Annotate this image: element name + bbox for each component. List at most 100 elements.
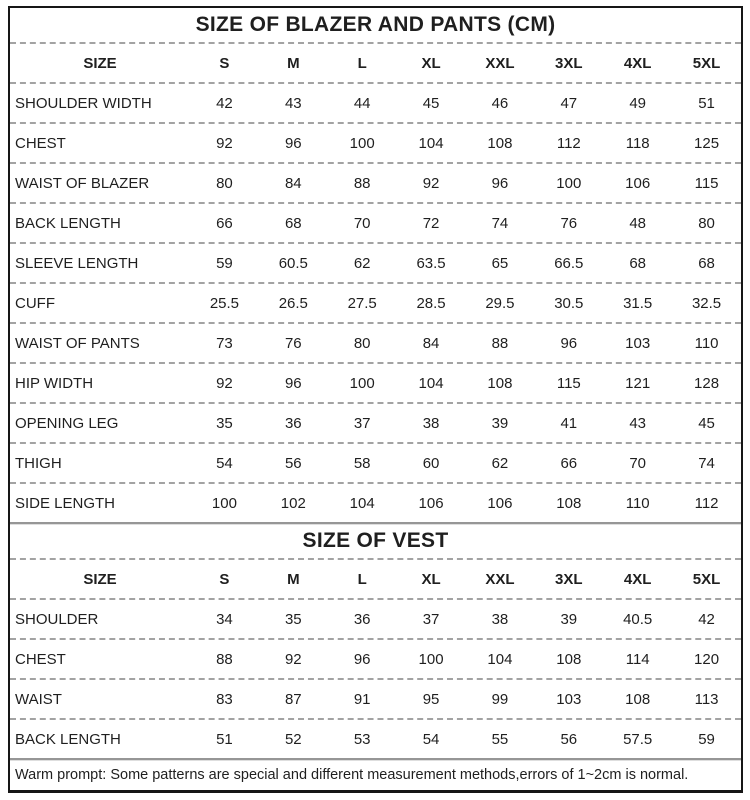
cell-m: 92: [284, 650, 302, 668]
cell-l: 91: [353, 690, 371, 708]
cell-l: 100: [349, 134, 375, 152]
cell-m: 102: [280, 494, 306, 512]
cell-xl: 100: [418, 650, 444, 668]
blazer-pants-title: SIZE OF BLAZER AND PANTS (CM): [10, 8, 741, 44]
cell-xl: 63.5: [416, 254, 446, 272]
cell-4xl: 57.5: [623, 730, 653, 748]
row-label: SLEEVE LENGTH: [15, 254, 139, 272]
cell-4xl: 31.5: [623, 294, 653, 312]
cell-m: 87: [284, 690, 302, 708]
header-cell: L: [357, 570, 367, 588]
cell-l: 100: [349, 374, 375, 392]
cell-3xl: 100: [556, 174, 582, 192]
row-label: HIP WIDTH: [15, 374, 94, 392]
table-row: SHOULDER WIDTH 42 43 44 45 46 47 49 51: [10, 84, 741, 124]
cell-5xl: 42: [698, 610, 715, 628]
cell-xxl: 65: [491, 254, 509, 272]
cell-l: 96: [353, 650, 371, 668]
cell-xxl: 46: [491, 94, 509, 112]
row-label: WAIST: [15, 690, 62, 708]
header-cell: 5XL: [692, 54, 721, 72]
cell-4xl: 48: [629, 214, 647, 232]
cell-s: 42: [216, 94, 233, 112]
cell-xl: 37: [422, 610, 440, 628]
vest-table: SIZE OF VEST SIZE S M L XL XXL 3XL 4XL 5XL SHOUL…: [10, 524, 741, 758]
header-cell: 3XL: [555, 54, 583, 72]
cell-xxl: 29.5: [485, 294, 515, 312]
table-row: WAIST OF BLAZER 80 84 88 92 96 100 106 1…: [10, 164, 741, 204]
header-cell: 5XL: [692, 570, 721, 588]
table-row: CHEST 88 92 96 100 104 108 114 120: [10, 640, 741, 680]
size-chart-sheet: SIZE OF BLAZER AND PANTS (CM) SIZE S M L XL X…: [8, 6, 743, 793]
cell-m: 56: [284, 454, 302, 472]
cell-xl: 106: [418, 494, 444, 512]
cell-m: 60.5: [278, 254, 308, 272]
cell-xxl: 88: [491, 334, 509, 352]
cell-m: 68: [284, 214, 302, 232]
cell-xl: 54: [422, 730, 440, 748]
cell-3xl: 41: [560, 414, 578, 432]
cell-s: 51: [216, 730, 233, 748]
table-row: WAIST 83 87 91 95 99 103 108 113: [10, 680, 741, 720]
header-cell: XL: [421, 54, 441, 72]
vest-title: SIZE OF VEST: [10, 524, 741, 560]
header-cell: XXL: [485, 54, 515, 72]
cell-xl: 28.5: [416, 294, 446, 312]
blazer-pants-body: SHOULDER WIDTH 42 43 44 45 46 47 49 51 C…: [10, 84, 741, 522]
cell-s: 92: [216, 134, 233, 152]
cell-xxl: 74: [491, 214, 509, 232]
table-row: SHOULDER 34 35 36 37 38 39 40.5 42: [10, 600, 741, 640]
table-row: SLEEVE LENGTH 59 60.5 62 63.5 65 66.5 68…: [10, 244, 741, 284]
cell-5xl: 68: [698, 254, 715, 272]
cell-s: 88: [216, 650, 233, 668]
table-row: THIGH 54 56 58 60 62 66 70 74: [10, 444, 741, 484]
header-cell: XXL: [485, 570, 515, 588]
cell-5xl: 110: [694, 334, 719, 352]
cell-5xl: 45: [698, 414, 715, 432]
cell-3xl: 47: [560, 94, 578, 112]
row-label: WAIST OF BLAZER: [15, 174, 150, 192]
cell-5xl: 51: [698, 94, 715, 112]
table-row: CHEST 92 96 100 104 108 112 118 125: [10, 124, 741, 164]
cell-3xl: 103: [556, 690, 582, 708]
cell-xxl: 99: [491, 690, 509, 708]
row-label: CUFF: [15, 294, 55, 312]
cell-5xl: 74: [698, 454, 715, 472]
cell-m: 76: [284, 334, 302, 352]
cell-m: 35: [284, 610, 302, 628]
header-cell: L: [357, 54, 367, 72]
cell-m: 52: [284, 730, 302, 748]
row-label: BACK LENGTH: [15, 730, 121, 748]
cell-4xl: 106: [625, 174, 651, 192]
cell-s: 92: [216, 374, 233, 392]
cell-s: 80: [216, 174, 233, 192]
cell-3xl: 39: [560, 610, 578, 628]
header-cell: XL: [421, 570, 441, 588]
cell-s: 66: [216, 214, 233, 232]
cell-l: 53: [353, 730, 371, 748]
row-label: CHEST: [15, 650, 66, 668]
cell-3xl: 56: [560, 730, 578, 748]
cell-xxl: 108: [487, 134, 513, 152]
cell-5xl: 115: [694, 174, 719, 192]
cell-4xl: 108: [625, 690, 651, 708]
cell-4xl: 70: [629, 454, 647, 472]
cell-5xl: 113: [694, 690, 719, 708]
header-cell: M: [287, 570, 300, 588]
cell-s: 83: [216, 690, 233, 708]
cell-5xl: 80: [698, 214, 715, 232]
cell-m: 43: [284, 94, 302, 112]
header-cell: S: [219, 570, 230, 588]
cell-3xl: 108: [556, 650, 582, 668]
cell-3xl: 76: [560, 214, 578, 232]
cell-s: 35: [216, 414, 233, 432]
cell-m: 84: [284, 174, 302, 192]
cell-xl: 60: [422, 454, 440, 472]
cell-3xl: 30.5: [554, 294, 584, 312]
blazer-pants-header-row: SIZE S M L XL XXL 3XL 4XL 5XL: [10, 44, 741, 84]
cell-4xl: 40.5: [623, 610, 653, 628]
cell-xl: 92: [422, 174, 440, 192]
cell-4xl: 43: [629, 414, 647, 432]
cell-xxl: 106: [487, 494, 513, 512]
header-cell: M: [287, 54, 300, 72]
